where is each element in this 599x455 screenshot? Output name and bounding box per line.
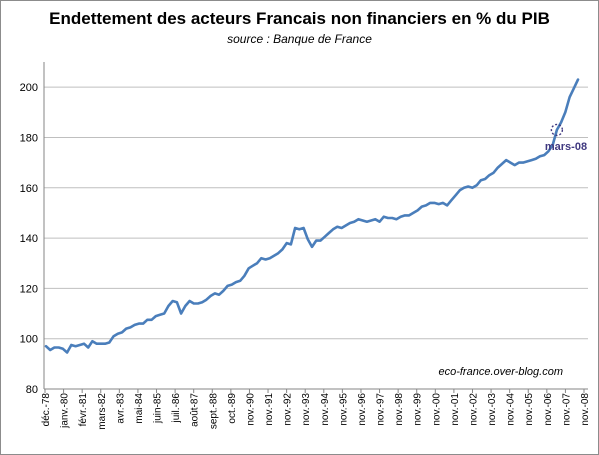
- x-tick-label: nov.-98: [394, 393, 405, 426]
- x-tick-label: nov.-01: [450, 393, 461, 426]
- y-tick-label: 200: [20, 82, 38, 94]
- axes: [43, 62, 588, 390]
- x-tick-label: mars-82: [97, 393, 108, 430]
- x-tick-label: nov.-03: [487, 393, 498, 426]
- y-tick-label: 160: [20, 183, 38, 195]
- x-tick-label: mai-84: [134, 393, 145, 424]
- series-line: [44, 78, 580, 354]
- x-tick-label: nov.-99: [413, 393, 424, 426]
- y-axis-ticks: 80 100 120 140 160 180 200: [20, 82, 38, 396]
- x-tick-label: déc.-78: [41, 393, 52, 427]
- marker-point: [550, 123, 564, 137]
- x-tick-label: avr.-83: [115, 393, 126, 424]
- x-tick-label: juil.-86: [171, 393, 182, 424]
- x-tick-label: nov.-02: [468, 393, 479, 426]
- x-tick-label: nov.-08: [580, 393, 591, 426]
- x-tick-label: nov.-95: [338, 393, 349, 426]
- annotation-label: mars-08: [545, 141, 587, 153]
- x-tick-label: févr.-81: [78, 393, 89, 427]
- x-tick-label: août-87: [190, 393, 201, 427]
- y-tick-label: 120: [20, 283, 38, 295]
- x-tick-label: nov.-06: [543, 393, 554, 426]
- x-tick-label: janv.-80: [60, 393, 71, 429]
- x-tick-label: juin-85: [153, 393, 164, 424]
- x-tick-label: nov.-90: [245, 393, 256, 426]
- chart-subtitle: source : Banque de France: [227, 32, 372, 46]
- x-tick-label: nov.-94: [320, 393, 331, 426]
- x-tick-label: nov.-92: [283, 393, 294, 426]
- y-tick-label: 100: [20, 334, 38, 346]
- y-tick-label: 180: [20, 132, 38, 144]
- x-axis-ticks: déc.-78 janv.-80 févr.-81 mars-82 avr.-83 mai…: [41, 389, 591, 430]
- y-tick-label: 140: [20, 233, 38, 245]
- x-tick-label: nov.-07: [561, 393, 572, 426]
- x-tick-label: oct.-89: [227, 393, 238, 424]
- x-tick-label: sept.-88: [208, 393, 219, 430]
- x-tick-label: nov.-00: [431, 393, 442, 426]
- x-tick-label: nov.-91: [264, 393, 275, 426]
- annotations-layer: mars-08 eco-france.over-blog.com: [438, 123, 587, 378]
- source-credit: eco-france.over-blog.com: [438, 366, 563, 378]
- x-tick-label: nov.-05: [524, 393, 535, 426]
- y-tick-label: 80: [26, 384, 38, 396]
- chart-title: Endettement des acteurs Francais non fin…: [49, 9, 550, 28]
- gridlines: [44, 86, 588, 340]
- x-tick-label: nov.-93: [301, 393, 312, 426]
- x-tick-label: nov.-96: [357, 393, 368, 426]
- series-layer: [44, 78, 580, 354]
- x-tick-label: nov.-04: [506, 393, 517, 426]
- x-tick-label: nov.-97: [376, 393, 387, 426]
